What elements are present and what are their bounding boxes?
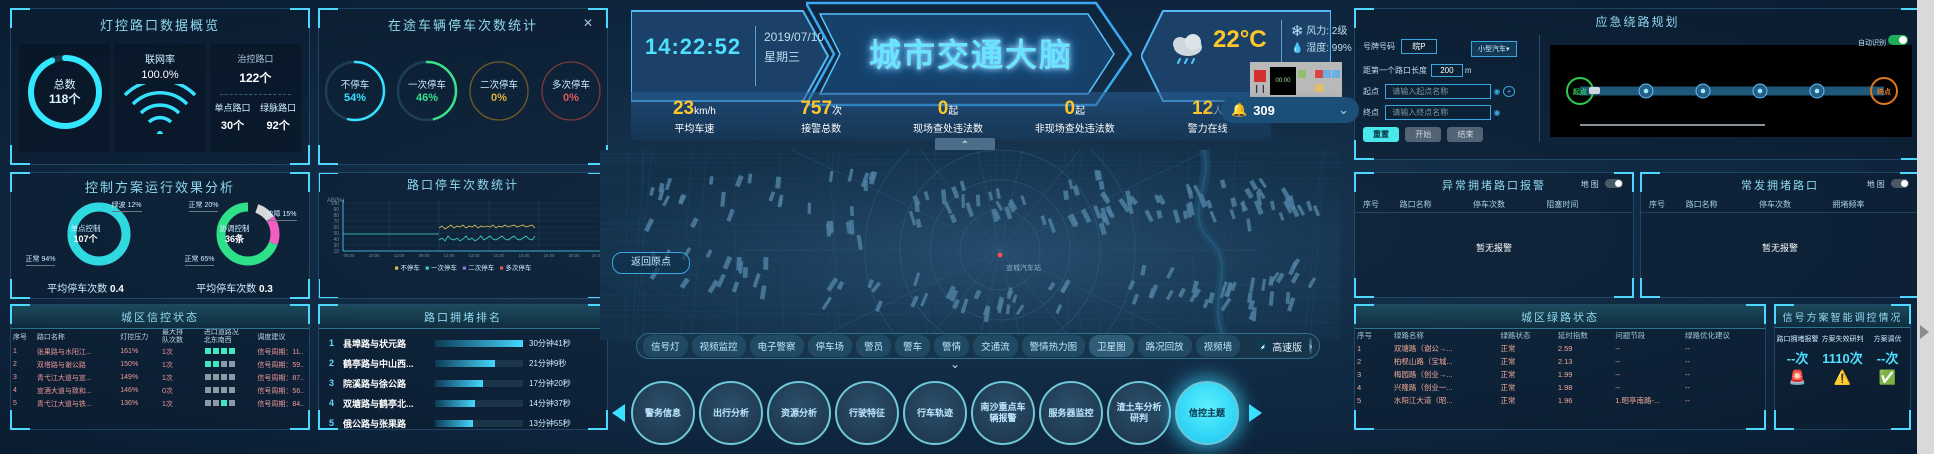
svg-text:终点: 终点 (1877, 87, 1891, 96)
svg-text:13:00: 13:00 (469, 253, 480, 258)
svg-text:起点: 起点 (1572, 87, 1587, 96)
svg-text:15:00: 15:00 (519, 253, 530, 258)
svg-text:宣城汽车站: 宣城汽车站 (1006, 263, 1041, 272)
svg-text:08:00: 08:00 (344, 253, 355, 258)
svg-text:09:00: 09:00 (419, 253, 430, 258)
svg-text:16:00: 16:00 (544, 253, 555, 258)
svg-text:10:00: 10:00 (369, 253, 380, 258)
svg-text:12:00: 12:00 (444, 253, 455, 258)
svg-text:20:00: 20:00 (569, 253, 580, 258)
svg-text:10: 10 (333, 249, 339, 255)
svg-text:11:00: 11:00 (394, 253, 405, 258)
svg-text:14:00: 14:00 (494, 253, 505, 258)
